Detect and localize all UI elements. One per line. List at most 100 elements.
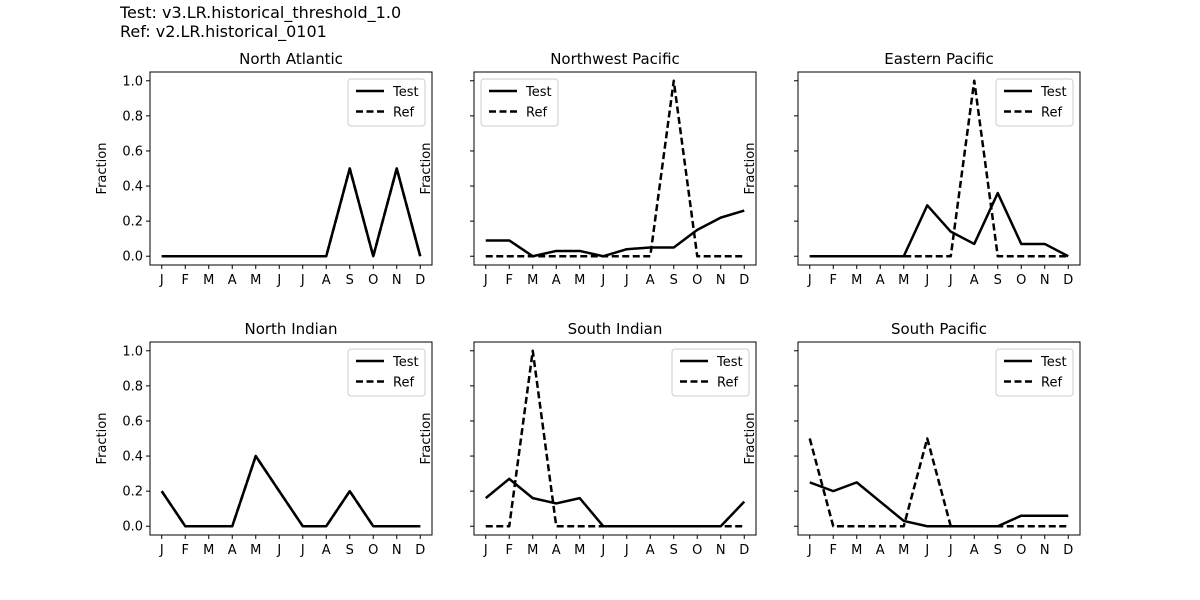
series-line-ref <box>160 454 421 528</box>
axes-frame <box>473 71 757 266</box>
x-tick-label: F <box>182 273 189 288</box>
x-tick-label: F <box>506 543 513 558</box>
axes-frame <box>473 341 757 536</box>
x-tick-label: J <box>624 273 629 288</box>
y-axis-label: Fraction <box>419 143 434 195</box>
x-tick-label: J <box>624 543 629 558</box>
x-tick-label: M <box>203 543 214 558</box>
legend-label: Ref <box>1041 376 1062 391</box>
y-tick-label: 0.6 <box>122 144 143 159</box>
series-line-test <box>161 167 422 258</box>
x-tick-label: S <box>346 273 354 288</box>
x-tick-label: J <box>600 273 605 288</box>
x-tick-label: M <box>250 543 261 558</box>
legend-label: Ref <box>717 376 738 391</box>
axes-frame <box>149 71 433 266</box>
series-line-ref <box>485 349 745 528</box>
axes-frame <box>797 71 1081 266</box>
x-tick-label: M <box>898 543 909 558</box>
x-tick-label: N <box>716 273 726 288</box>
x-tick-label: J <box>924 543 929 558</box>
legend: Test Ref <box>995 348 1074 397</box>
chart-title: South Pacific <box>891 320 987 338</box>
legend: Test Ref <box>671 348 750 397</box>
legend: Test Ref <box>347 78 426 127</box>
y-tick-label: 0.4 <box>122 180 143 195</box>
y-axis-label: Fraction <box>743 143 758 195</box>
x-tick-label: M <box>574 543 585 558</box>
x-tick-label: D <box>415 273 425 288</box>
x-tick-label: D <box>1063 543 1073 558</box>
legend-label: Test <box>1040 85 1067 100</box>
x-tick-label: F <box>506 273 513 288</box>
x-tick-label: F <box>830 543 837 558</box>
legend-label: Test <box>392 355 419 370</box>
y-tick-label: 0.6 <box>122 414 143 429</box>
x-tick-label: A <box>228 543 237 558</box>
x-tick-label: A <box>322 273 331 288</box>
x-tick-label: N <box>392 543 402 558</box>
series-group <box>485 79 745 258</box>
x-tick-label: J <box>276 543 281 558</box>
x-tick-label: A <box>970 273 979 288</box>
x-tick-label: O <box>1016 543 1026 558</box>
x-tick-label: A <box>552 543 561 558</box>
x-tick-label: M <box>851 273 862 288</box>
x-tick-label: A <box>646 543 655 558</box>
x-tick-label: M <box>250 273 261 288</box>
x-tick-label: N <box>716 543 726 558</box>
subplot-north-atlantic: North Atlantic Fraction 0.0 0.2 0.4 0.6 0.8 1.0… <box>95 50 433 288</box>
subplot-north-indian: North Indian Fraction 0.0 0.2 0.4 0.6 0.8 1.0 J F… <box>95 320 433 558</box>
series-group <box>484 349 746 528</box>
legend-label: Test <box>525 85 552 100</box>
x-tick-label: J <box>300 273 305 288</box>
series-line-ref <box>485 79 745 258</box>
legend-label: Ref <box>393 106 414 121</box>
x-tick-label: J <box>159 273 164 288</box>
x-tick-label: A <box>970 543 979 558</box>
x-tick-label: M <box>898 273 909 288</box>
x-tick-label: N <box>1040 273 1050 288</box>
series-line-ref <box>161 167 422 258</box>
y-tick-label: 0.2 <box>122 215 143 230</box>
x-tick-label: J <box>276 273 281 288</box>
x-tick-label: D <box>739 273 749 288</box>
x-tick-label: M <box>527 543 538 558</box>
legend-label: Test <box>716 355 743 370</box>
x-tick-label: A <box>228 273 237 288</box>
chart-title: South Indian <box>568 320 663 338</box>
x-tick-label: J <box>483 273 488 288</box>
y-axis-label: Fraction <box>95 143 110 195</box>
y-axis-label: Fraction <box>95 413 110 465</box>
x-tick-label: S <box>346 543 354 558</box>
x-tick-label: D <box>1063 273 1073 288</box>
chart-title: North Indian <box>244 320 337 338</box>
y-tick-label: 0.8 <box>122 109 143 124</box>
x-tick-label: A <box>646 273 655 288</box>
y-tick-label: 1.0 <box>122 74 143 89</box>
legend: Test Ref <box>995 78 1074 127</box>
x-tick-label: S <box>994 543 1002 558</box>
x-tick-label: J <box>948 273 953 288</box>
y-tick-label: 0.0 <box>122 520 143 535</box>
axes-frame <box>149 341 433 536</box>
legend-label: Ref <box>526 106 547 121</box>
legend-label: Ref <box>393 376 414 391</box>
x-tick-label: D <box>739 543 749 558</box>
y-tick-label: 0.0 <box>122 250 143 265</box>
legend: Test Ref <box>347 348 426 397</box>
legend-label: Test <box>392 85 419 100</box>
y-axis-label: Fraction <box>419 413 434 465</box>
x-tick-label: A <box>552 273 561 288</box>
x-tick-label: O <box>692 273 702 288</box>
x-tick-label: J <box>924 273 929 288</box>
x-tick-label: N <box>1040 543 1050 558</box>
series-line-ref <box>809 79 1069 258</box>
x-tick-label: A <box>322 543 331 558</box>
x-tick-label: J <box>600 543 605 558</box>
x-tick-label: A <box>876 543 885 558</box>
